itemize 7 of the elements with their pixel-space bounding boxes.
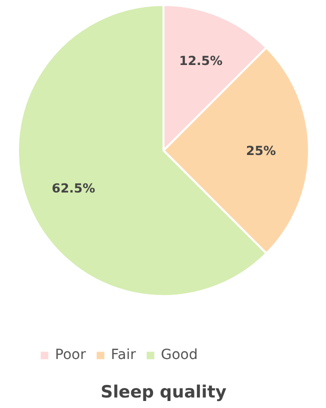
legend-label: Fair [110, 347, 136, 363]
data-label: 25% [246, 143, 276, 158]
data-label: 12.5% [179, 52, 223, 68]
data-label: 62.5% [52, 180, 96, 196]
legend-label: Poor [55, 347, 86, 363]
legend-label: Good [160, 347, 198, 363]
text: Sleep quality [100, 382, 226, 402]
